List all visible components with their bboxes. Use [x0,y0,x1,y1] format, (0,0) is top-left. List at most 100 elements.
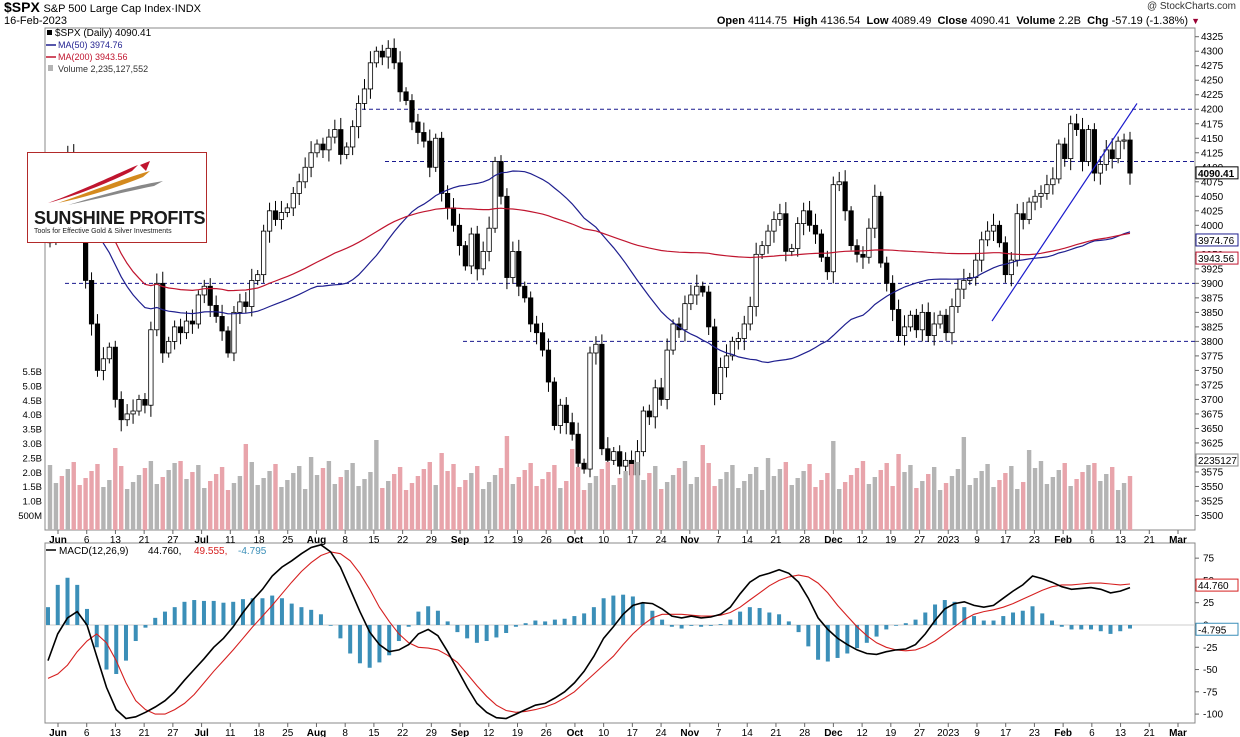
down-triangle-icon: ▼ [1191,16,1200,26]
macd-histogram-bar [738,611,743,625]
volume-bar [552,465,557,530]
macd-x-tick-label: 18 [253,728,265,737]
candle-body [1038,192,1044,197]
candle-body [700,285,706,293]
volume-bar [676,468,682,530]
volume-bar [249,462,254,530]
open-value: 4114.75 [748,15,787,27]
volume-bar [848,475,854,530]
volume-bar [1109,467,1115,530]
x-tick-label: 17 [1000,535,1012,546]
volume-bar [605,462,611,530]
candle-body [623,459,629,467]
ma200-line [49,155,1131,292]
volume-bar [457,487,462,530]
candle-body [314,143,320,154]
macd-x-tick-label: Aug [307,728,326,737]
volume-bar [1056,470,1061,530]
candle-body [207,285,213,306]
volume-bar [985,464,990,530]
candle-body [1062,143,1068,159]
macd-histogram-bar [75,584,80,625]
macd-x-tick-label: 19 [885,728,897,737]
candle-body [504,195,510,278]
candle-body [777,213,783,220]
candle-body [599,343,605,450]
volume-bar [184,479,189,530]
macd-histogram-bar [250,598,255,625]
macd-legend-hist: -4.795 [238,546,267,557]
candle-body [1097,163,1103,174]
volume-bar [480,489,486,530]
x-tick-label: Oct [567,535,584,546]
volume-bar [475,466,480,530]
candle-body [498,161,504,197]
x-tick-label: Jul [194,535,209,546]
y-tick-label: 4275 [1201,61,1224,72]
volume-bar [136,475,142,530]
candle-body [415,121,421,133]
volume-bar [700,445,705,530]
candle-body [510,251,516,278]
volume-label: Volume [1016,15,1056,27]
macd-histogram-bar [309,609,314,625]
x-tick-label: 6 [1089,535,1095,546]
volume-bar [920,481,925,530]
volume-tick-label: 4.5B [22,396,42,407]
volume-bar [973,478,978,530]
candle-body [439,137,445,194]
volume-bar [1104,474,1109,530]
volume-bar [837,489,842,530]
macd-histogram-bar [874,624,879,637]
candle-body [213,305,219,317]
volume-bar [617,478,622,530]
y-tick-label: 3725 [1201,380,1224,391]
x-tick-label: 14 [742,535,754,546]
candle-body [142,399,148,406]
candle-body [575,433,581,464]
volume-bar [344,470,349,530]
volume-bar [896,454,901,530]
candle-body [486,227,492,252]
macd-histogram-bar [94,624,99,648]
x-tick-label: 13 [110,535,122,546]
candle-body [225,330,231,354]
volume-bar [742,481,747,530]
candle-body [937,314,943,325]
close-label: Close [937,15,968,27]
candle-body [611,451,617,461]
candle-body [1002,242,1008,276]
macd-histogram-bar [523,623,528,625]
candle-body [818,233,825,258]
macd-histogram-bar [640,602,645,625]
volume-bar [587,483,593,530]
volume-bar [1086,465,1091,530]
macd-histogram-bar [903,623,908,625]
volume-bar [872,477,878,530]
volume-bar [569,449,575,530]
macd-x-tick-label: Jun [49,728,67,737]
volume-bar [314,475,320,530]
volume-bar [1092,463,1097,530]
candle-body [1014,213,1020,261]
candle-body [895,309,902,336]
open-label: Open [716,15,745,27]
legend-ma50: MA(50) 3974.76 [58,40,123,50]
candle-body [759,245,765,255]
volume-label-box [1195,453,1239,467]
volume-bar [801,471,806,530]
candle-body [231,311,237,354]
candle-body [996,224,1003,244]
volume-bar [1050,477,1056,530]
volume-bar [391,474,397,530]
candle-body [344,146,350,155]
macd-histogram-bar [1040,613,1045,625]
chart-date: 16-Feb-2023 [4,15,67,27]
macd-x-tick-label: 25 [282,728,294,737]
macd-histogram-bar [338,624,343,639]
volume-bar [991,487,996,530]
macd-histogram-bar [426,606,431,625]
candle-body [172,326,178,342]
high-label: High [793,15,818,27]
macd-y-tick-label: -75 [1203,687,1218,698]
